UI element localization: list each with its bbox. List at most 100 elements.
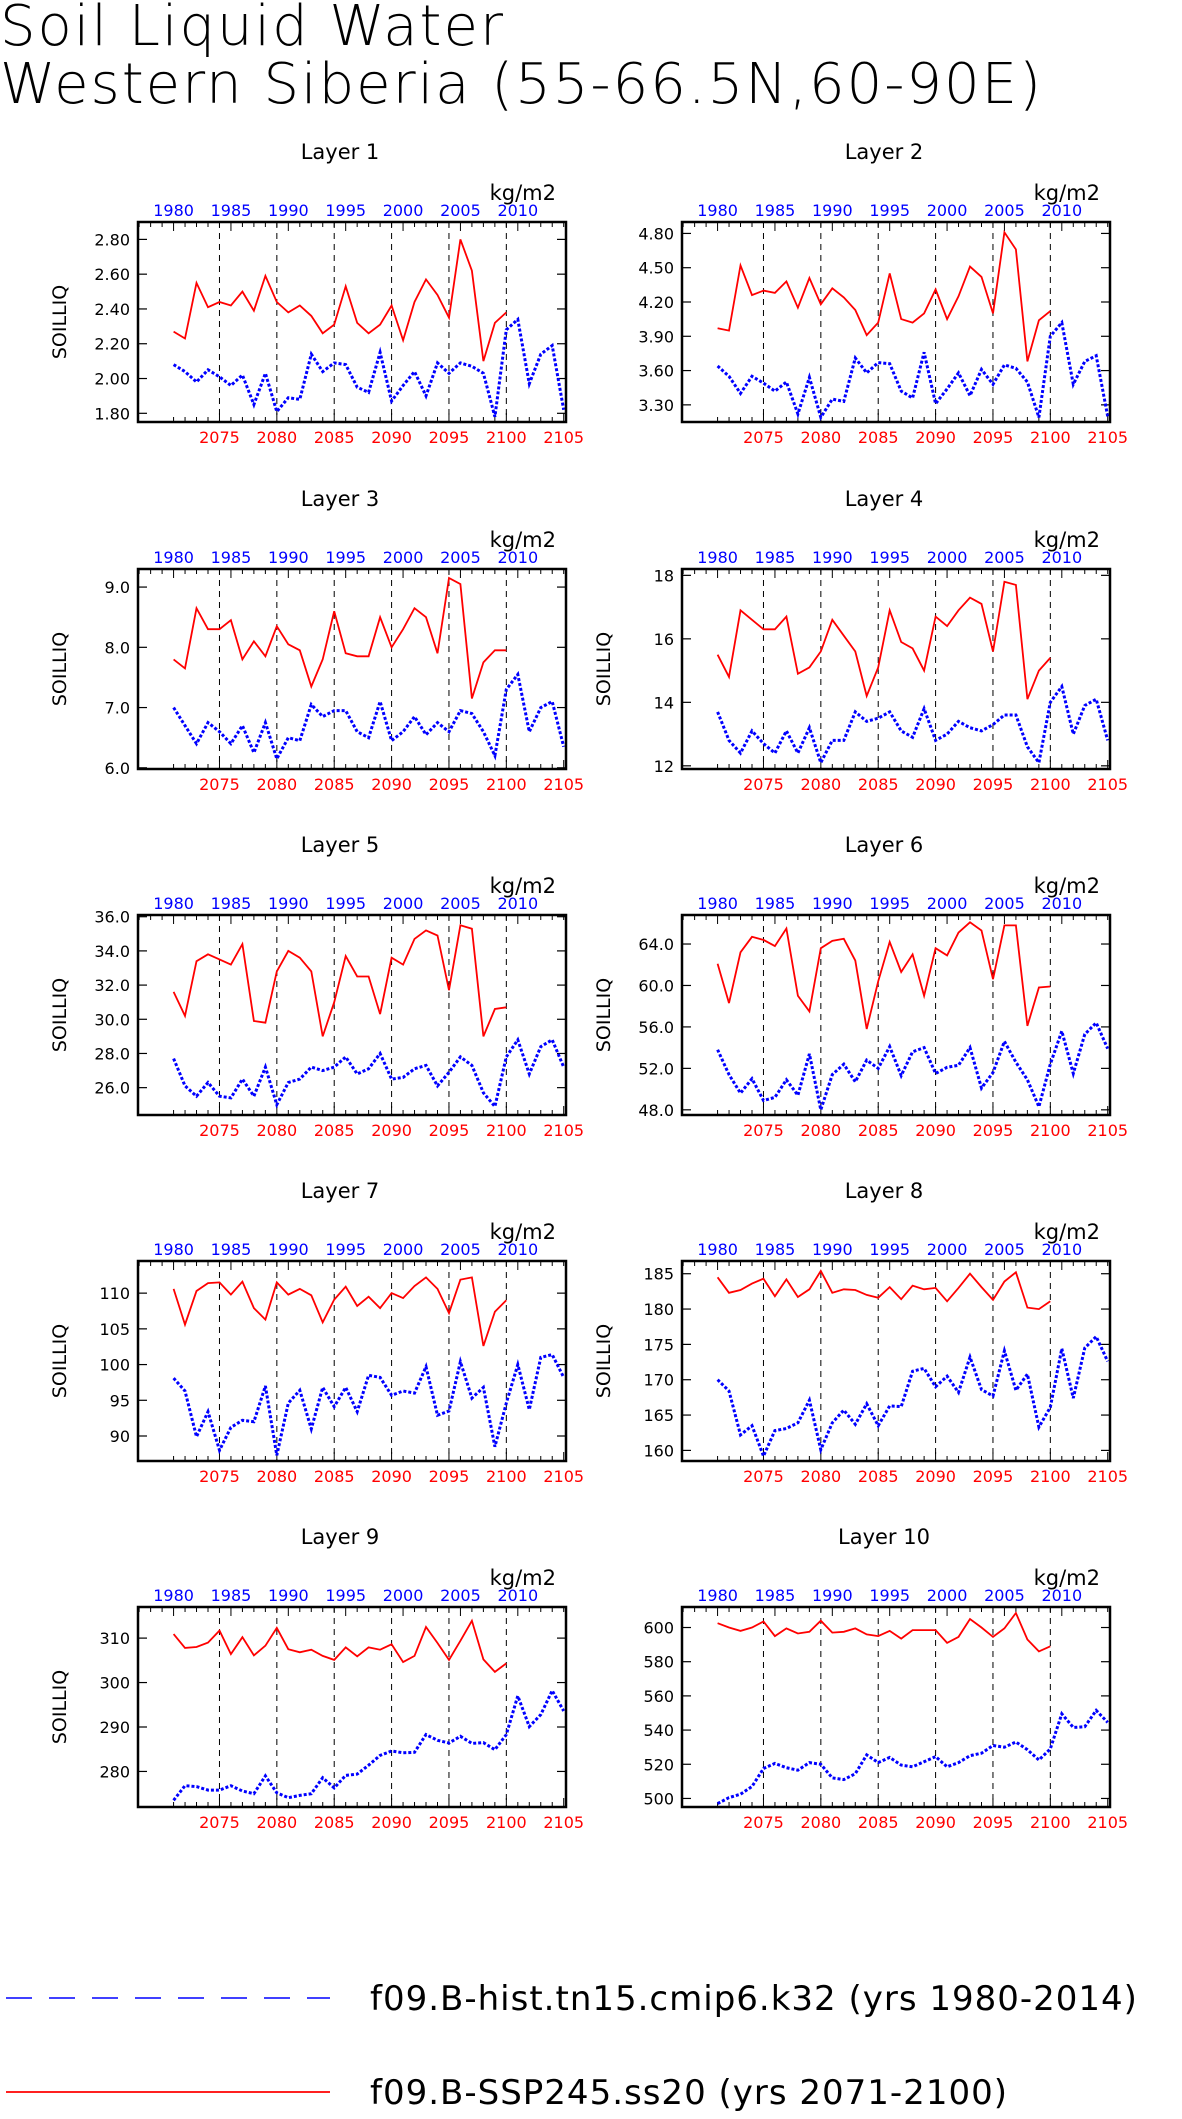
x-bottom-tick-label: 2075 (743, 428, 784, 447)
panel-units: kg/m2 (1034, 1566, 1100, 1590)
x-top-tick-label: 2000 (383, 894, 424, 913)
x-bottom-tick-label: 2095 (973, 1813, 1014, 1832)
plot-frame (136, 1259, 568, 1463)
x-top-tick-label: 1980 (697, 548, 738, 567)
x-top-tick-label: 2010 (497, 1586, 538, 1605)
x-top-tick-label: 2005 (984, 894, 1025, 913)
panel-layer-3: Layer 3 kg/m2 SOILLIQ 6.0 7.0 8.0 9.0 1980 1985 1… (49, 487, 584, 794)
y-tick-label: 310 (99, 1629, 130, 1648)
x-top-tick-label: 2000 (927, 548, 968, 567)
panel-units: kg/m2 (490, 874, 556, 898)
y-tick-label: 52.0 (638, 1059, 674, 1078)
x-bottom-tick-label: 2075 (743, 775, 784, 794)
y-tick-label: 3.60 (638, 362, 674, 381)
x-top-tick-label: 1995 (325, 548, 366, 567)
y-tick-label: 280 (99, 1762, 130, 1781)
y-tick-label: 34.0 (94, 942, 130, 961)
chart-title: Soil Liquid Water (0, 0, 505, 59)
x-bottom-tick-label: 2090 (371, 1813, 412, 1832)
y-axis-label: SOILLIQ (49, 1324, 71, 1398)
x-top-tick-label: 1980 (153, 894, 194, 913)
x-top-tick-label: 2005 (984, 548, 1025, 567)
y-tick-label: 28.0 (94, 1044, 130, 1063)
y-axis-label: SOILLIQ (593, 1324, 615, 1398)
x-bottom-tick-label: 2105 (1087, 1121, 1128, 1140)
x-bottom-tick-label: 2090 (371, 1121, 412, 1140)
x-top-tick-label: 1985 (211, 1240, 252, 1259)
series-line-ssp245 (173, 239, 507, 362)
x-top-tick-label: 1980 (153, 548, 194, 567)
y-tick-label: 1.80 (94, 404, 130, 423)
x-top-tick-label: 2005 (984, 201, 1025, 220)
x-bottom-tick-label: 2100 (486, 1813, 527, 1832)
y-axis-label: SOILLIQ (49, 978, 71, 1052)
y-tick-label: 14 (654, 693, 674, 712)
panel-units: kg/m2 (490, 181, 556, 205)
x-top-tick-label: 1995 (325, 894, 366, 913)
x-bottom-tick-label: 2080 (256, 1121, 297, 1140)
x-top-tick-label: 2010 (1041, 894, 1082, 913)
y-tick-label: 100 (99, 1356, 130, 1375)
x-bottom-tick-label: 2095 (429, 775, 470, 794)
y-tick-label: 2.40 (94, 300, 130, 319)
x-bottom-tick-label: 2090 (371, 428, 412, 447)
y-tick-label: 180 (643, 1300, 674, 1319)
y-tick-label: 60.0 (638, 976, 674, 995)
x-bottom-tick-label: 2080 (800, 428, 841, 447)
y-tick-label: 170 (643, 1371, 674, 1390)
x-bottom-tick-label: 2105 (543, 1467, 584, 1486)
y-tick-label: 2.00 (94, 370, 130, 389)
x-bottom-tick-label: 2085 (858, 775, 899, 794)
series-line-hist (716, 1334, 1110, 1461)
x-top-tick-label: 1980 (153, 201, 194, 220)
x-bottom-tick-label: 2075 (199, 1467, 240, 1486)
x-bottom-tick-label: 2085 (858, 428, 899, 447)
x-bottom-tick-label: 2080 (800, 1467, 841, 1486)
legend-label-hist: f09.B-hist.tn15.cmip6.k32 (yrs 1980-2014… (370, 1979, 1138, 2019)
x-top-tick-label: 1990 (268, 201, 309, 220)
x-bottom-tick-label: 2105 (543, 775, 584, 794)
y-tick-label: 30.0 (94, 1010, 130, 1029)
y-tick-label: 18 (654, 566, 674, 585)
y-tick-label: 110 (99, 1284, 130, 1303)
x-bottom-tick-label: 2105 (543, 428, 584, 447)
y-tick-label: 7.0 (105, 699, 130, 718)
x-top-tick-label: 1995 (325, 1586, 366, 1605)
series-line-ssp245 (172, 1618, 507, 1674)
x-top-tick-label: 2010 (497, 548, 538, 567)
x-bottom-tick-label: 2075 (743, 1121, 784, 1140)
legend-label-ssp245: f09.B-SSP245.ss20 (yrs 2071-2100) (370, 2073, 1008, 2113)
panel-title: Layer 8 (845, 1179, 924, 1203)
panel-layer-6: Layer 6 kg/m2 SOILLIQ 48.0 52.0 56.0 60.0 64.0 1… (593, 833, 1128, 1140)
x-top-tick-label: 2010 (497, 1240, 538, 1259)
y-axis-label: SOILLIQ (49, 285, 71, 359)
x-top-tick-label: 2005 (984, 1240, 1025, 1259)
series-line-ssp245 (716, 580, 1051, 700)
x-bottom-tick-label: 2075 (199, 428, 240, 447)
y-tick-label: 500 (643, 1789, 674, 1808)
x-bottom-tick-label: 2090 (915, 1467, 956, 1486)
y-tick-label: 540 (643, 1721, 674, 1740)
series-line-hist (172, 1036, 566, 1110)
y-tick-label: 290 (99, 1718, 130, 1737)
x-top-tick-label: 1985 (211, 894, 252, 913)
y-tick-label: 64.0 (638, 935, 674, 954)
plot-frame (136, 913, 568, 1117)
x-top-tick-label: 1990 (268, 1586, 309, 1605)
x-bottom-tick-label: 2095 (973, 428, 1014, 447)
x-top-tick-label: 1995 (325, 1240, 366, 1259)
x-bottom-tick-label: 2095 (429, 1467, 470, 1486)
x-bottom-tick-label: 2100 (486, 1467, 527, 1486)
panel-layer-7: Layer 7 kg/m2 SOILLIQ 90 95 100 105 110 1980 1985… (49, 1179, 584, 1486)
x-top-tick-label: 1985 (755, 548, 796, 567)
x-top-tick-label: 1985 (755, 1586, 796, 1605)
x-bottom-tick-label: 2080 (800, 1813, 841, 1832)
x-bottom-tick-label: 2085 (858, 1813, 899, 1832)
x-bottom-tick-label: 2085 (314, 1467, 355, 1486)
series-line-ssp245 (172, 1276, 507, 1347)
x-bottom-tick-label: 2105 (543, 1813, 584, 1832)
y-tick-label: 90 (110, 1427, 130, 1446)
y-tick-label: 600 (643, 1619, 674, 1638)
x-top-tick-label: 2010 (1041, 1240, 1082, 1259)
